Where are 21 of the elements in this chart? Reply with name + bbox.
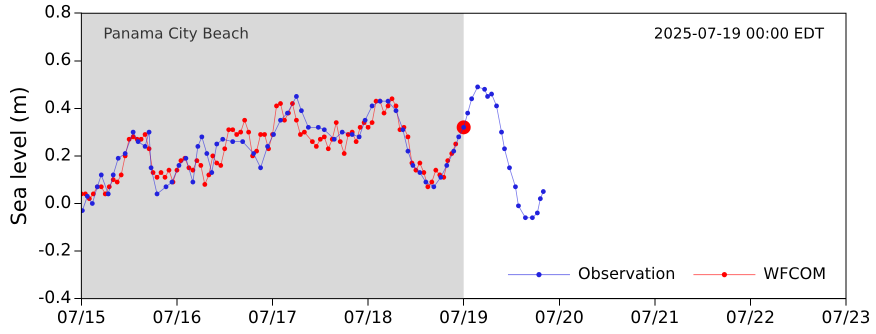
x-tick-label: 07/16 bbox=[152, 308, 202, 328]
x-tick-label: 07/23 bbox=[822, 308, 870, 328]
y-tick-label: 0.8 bbox=[44, 2, 72, 23]
x-tick-label: 07/19 bbox=[439, 308, 488, 328]
x-tick-label: 07/21 bbox=[630, 308, 680, 328]
legend-label: Observation bbox=[578, 264, 676, 283]
y-tick-label: -0.4 bbox=[38, 288, 72, 308]
y-tick-label: 0.0 bbox=[44, 192, 72, 213]
x-tick-label: 07/18 bbox=[344, 308, 393, 328]
x-tick-label: 07/15 bbox=[56, 308, 106, 328]
y-tick-label: 0.2 bbox=[44, 145, 72, 166]
x-tick-label: 07/20 bbox=[534, 308, 584, 328]
y-tick-label: 0.6 bbox=[44, 50, 72, 70]
legend-label: WFCOM bbox=[763, 264, 826, 283]
annotation: 2025-07-19 00:00 EDT bbox=[654, 24, 825, 43]
y-tick-label: 0.4 bbox=[44, 98, 72, 118]
y-axis-title: Sea level (m) bbox=[7, 86, 32, 226]
y-tick-label: -0.2 bbox=[38, 240, 72, 260]
band-label: Panama City Beach bbox=[103, 24, 249, 43]
x-tick-label: 07/22 bbox=[726, 308, 775, 328]
x-tick-label: 07/17 bbox=[248, 308, 298, 328]
